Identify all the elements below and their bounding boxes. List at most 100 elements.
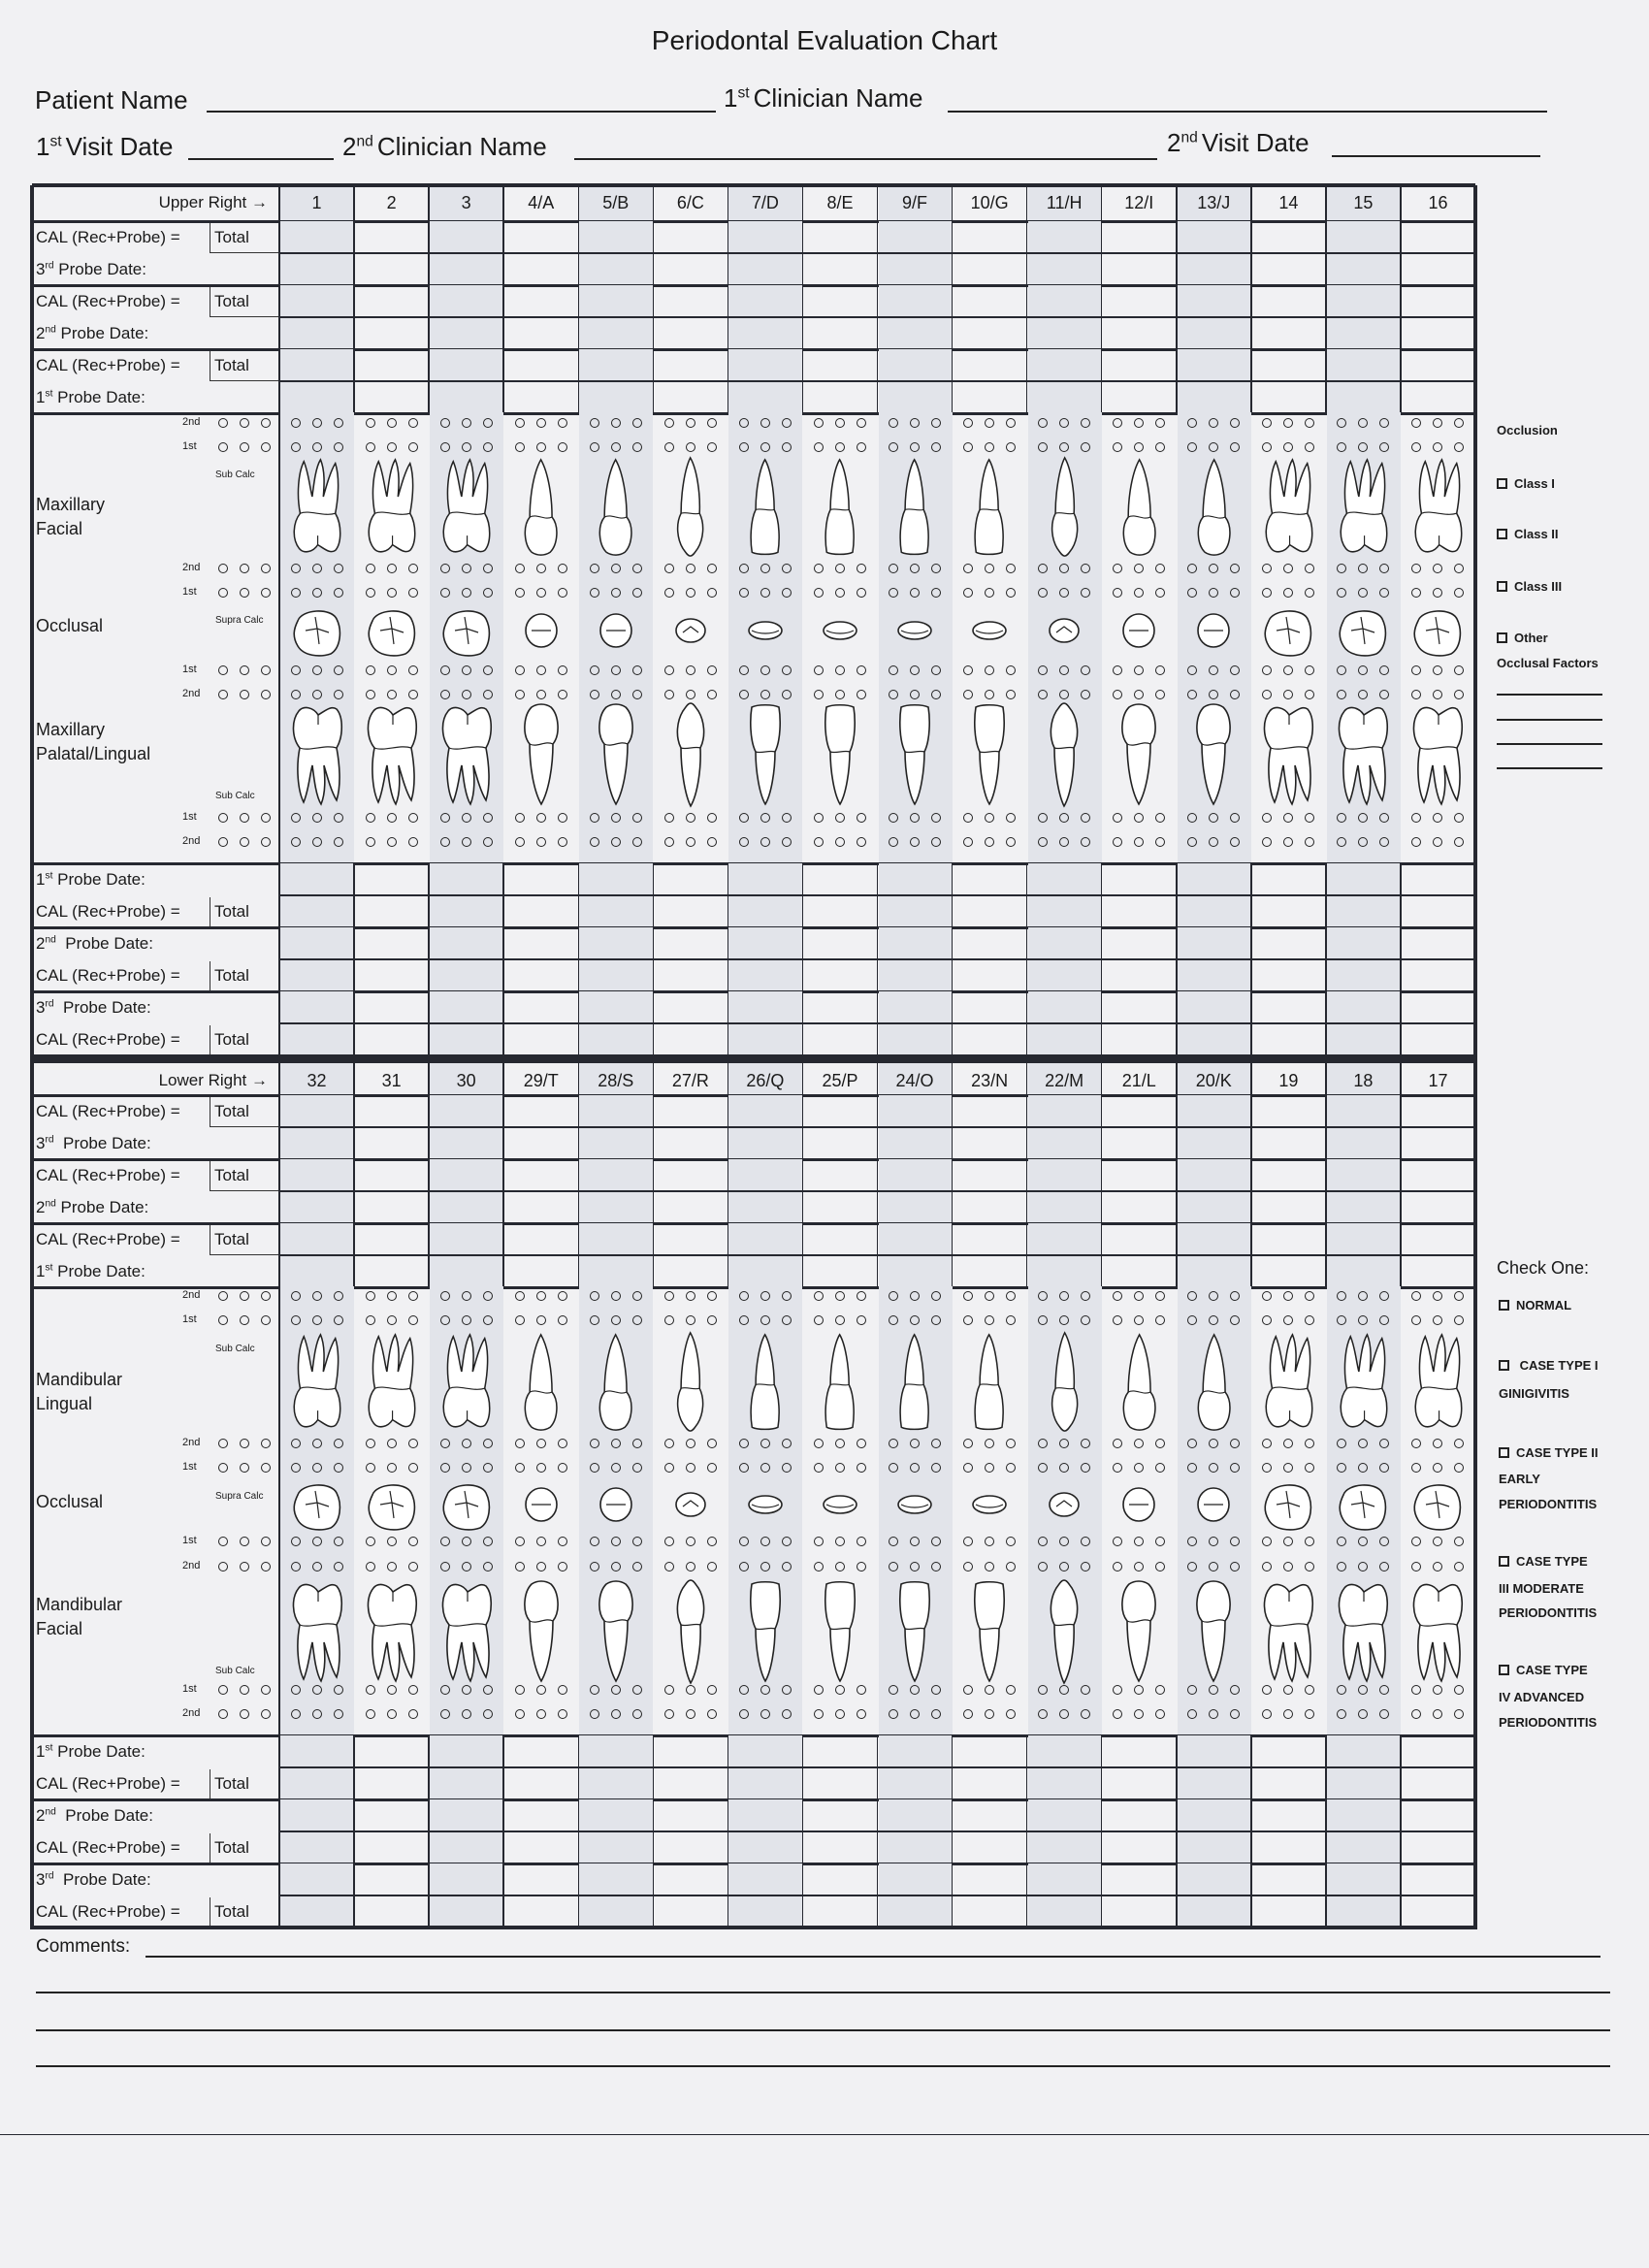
probe-point[interactable]: [240, 588, 249, 598]
probe-point[interactable]: [1038, 1709, 1049, 1719]
measurement-cell[interactable]: [953, 1159, 1027, 1191]
probe-point[interactable]: [910, 665, 921, 675]
probe-point[interactable]: [1433, 1439, 1443, 1448]
probe-point[interactable]: [1187, 588, 1198, 598]
probe-point[interactable]: [856, 1709, 866, 1719]
measurement-cell[interactable]: [1251, 1255, 1326, 1287]
measurement-cell[interactable]: [1401, 1191, 1475, 1223]
tooth-19-lingual-view[interactable]: [1261, 1331, 1316, 1433]
probe-point[interactable]: [985, 1439, 995, 1448]
measurement-cell[interactable]: [653, 1191, 728, 1223]
measurement-cell[interactable]: [503, 895, 578, 927]
tooth-10-G-occlusal-view[interactable]: [960, 601, 1018, 660]
probe-point[interactable]: [738, 564, 749, 573]
measurement-cell[interactable]: [728, 1223, 802, 1255]
measurement-cell[interactable]: [578, 895, 653, 927]
probe-point[interactable]: [1187, 1709, 1198, 1719]
probe-point[interactable]: [610, 690, 621, 699]
measurement-cell[interactable]: [354, 253, 429, 285]
measurement-cell[interactable]: [578, 863, 653, 895]
probe-point[interactable]: [514, 1291, 525, 1301]
measurement-cell[interactable]: [1177, 991, 1251, 1023]
probe-point[interactable]: [834, 1537, 845, 1546]
measurement-cell[interactable]: [578, 1735, 653, 1767]
probe-point[interactable]: [910, 588, 921, 598]
tooth-number-1[interactable]: 1: [311, 193, 322, 212]
probe-point[interactable]: [1113, 564, 1123, 573]
probe-point[interactable]: [706, 1291, 717, 1301]
probe-point[interactable]: [439, 1439, 450, 1448]
probe-point[interactable]: [889, 1562, 899, 1571]
probe-point[interactable]: [889, 690, 899, 699]
measurement-cell[interactable]: [1027, 863, 1102, 895]
measurement-cell[interactable]: [878, 317, 953, 349]
tooth-12-I-palatal-view[interactable]: [1110, 701, 1168, 808]
probe-point[interactable]: [663, 813, 674, 823]
measurement-cell[interactable]: [1102, 1863, 1177, 1895]
measurement-cell[interactable]: [354, 1023, 429, 1055]
probe-point[interactable]: [706, 1439, 717, 1448]
probe-point[interactable]: [1230, 564, 1241, 573]
probe-point[interactable]: [931, 588, 942, 598]
tooth-20-K-lingual-view[interactable]: [1186, 1331, 1242, 1433]
probe-point[interactable]: [1209, 665, 1219, 675]
probe-point[interactable]: [834, 1562, 845, 1571]
probe-point[interactable]: [1134, 418, 1145, 428]
measurement-cell[interactable]: [429, 1159, 503, 1191]
probe-point[interactable]: [461, 1463, 471, 1473]
tooth-3-palatal-view[interactable]: [437, 701, 496, 808]
probe-point[interactable]: [856, 837, 866, 847]
probe-point[interactable]: [760, 1562, 770, 1571]
probe-point[interactable]: [1113, 1685, 1123, 1695]
measurement-cell[interactable]: [728, 1255, 802, 1287]
probe-point[interactable]: [760, 564, 770, 573]
measurement-cell[interactable]: [802, 1191, 877, 1223]
probe-point[interactable]: [1209, 813, 1219, 823]
probe-point[interactable]: [290, 442, 301, 452]
probe-point[interactable]: [685, 1537, 695, 1546]
probe-point[interactable]: [514, 1315, 525, 1325]
probe-point[interactable]: [685, 1562, 695, 1571]
probe-point[interactable]: [1337, 1315, 1347, 1325]
measurement-cell[interactable]: [503, 959, 578, 991]
probe-point[interactable]: [1379, 442, 1390, 452]
measurement-cell[interactable]: [429, 1767, 503, 1799]
measurement-cell[interactable]: [953, 1767, 1027, 1799]
probe-point[interactable]: [386, 564, 397, 573]
probe-point[interactable]: [261, 1315, 271, 1325]
probe-point[interactable]: [1283, 1562, 1294, 1571]
tooth-23-N-occlusal-view[interactable]: [960, 1475, 1018, 1534]
probe-point[interactable]: [386, 665, 397, 675]
probe-point[interactable]: [218, 1562, 228, 1571]
probe-point[interactable]: [856, 1537, 866, 1546]
probe-point[interactable]: [813, 837, 824, 847]
probe-point[interactable]: [1081, 1537, 1091, 1546]
probe-point[interactable]: [535, 690, 546, 699]
probe-point[interactable]: [514, 1463, 525, 1473]
probe-point[interactable]: [910, 1562, 921, 1571]
probe-point[interactable]: [1113, 690, 1123, 699]
measurement-cell[interactable]: [279, 1159, 354, 1191]
tooth-30-facial-view[interactable]: [437, 1578, 496, 1685]
comments-field[interactable]: [146, 1956, 1600, 1958]
tooth-number-29-T[interactable]: 29/T: [523, 1071, 559, 1090]
probe-point[interactable]: [1059, 1315, 1070, 1325]
comments-line[interactable]: [36, 2065, 1610, 2067]
probe-point[interactable]: [365, 442, 375, 452]
probe-point[interactable]: [261, 1291, 271, 1301]
probe-point[interactable]: [218, 1685, 228, 1695]
probe-point[interactable]: [1038, 1537, 1049, 1546]
measurement-cell[interactable]: [953, 959, 1027, 991]
tooth-number-4-A[interactable]: 4/A: [528, 193, 555, 212]
probe-point[interactable]: [407, 837, 418, 847]
measurement-cell[interactable]: [354, 381, 429, 413]
probe-point[interactable]: [461, 1562, 471, 1571]
probe-point[interactable]: [557, 1291, 567, 1301]
probe-point[interactable]: [261, 418, 271, 428]
probe-point[interactable]: [760, 1315, 770, 1325]
probe-point[interactable]: [1433, 588, 1443, 598]
probe-point[interactable]: [706, 837, 717, 847]
probe-point[interactable]: [1433, 837, 1443, 847]
probe-point[interactable]: [610, 1562, 621, 1571]
probe-point[interactable]: [985, 1463, 995, 1473]
